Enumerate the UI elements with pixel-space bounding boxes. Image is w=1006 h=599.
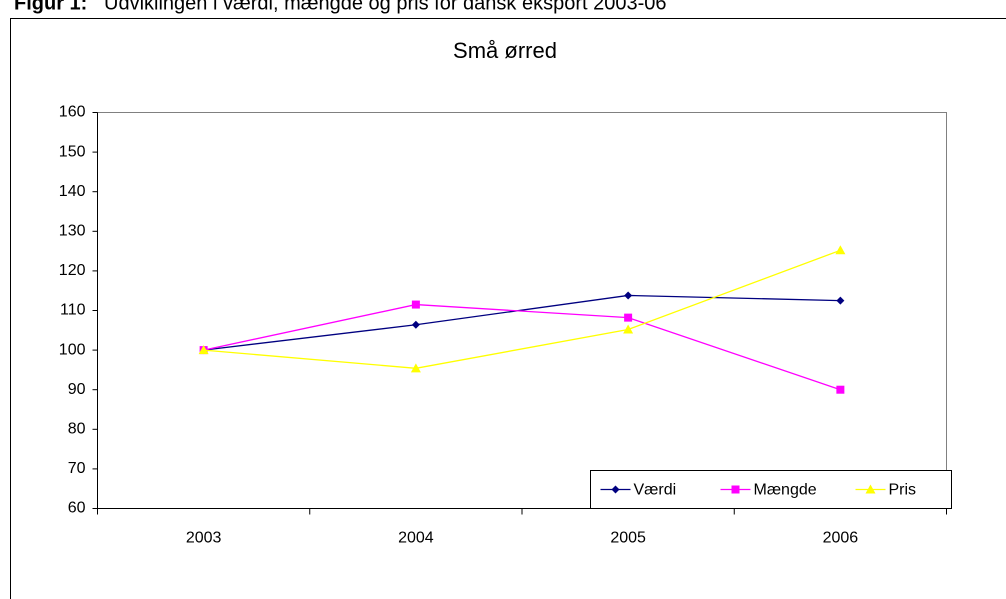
legend-label: Værdi: [634, 482, 677, 499]
legend-box: [590, 470, 952, 509]
y-tick-label: 130: [59, 223, 86, 240]
caption-text: Udviklingen i værdi, mængde og pris for …: [104, 0, 667, 14]
y-tick-label: 90: [68, 381, 86, 398]
y-tick-label: 70: [68, 460, 86, 477]
chart-title: Små ørred: [453, 38, 557, 63]
legend-label: Mængde: [754, 482, 817, 499]
y-tick-label: 150: [59, 143, 86, 160]
y-tick-label: 80: [68, 421, 86, 438]
data-point: [624, 313, 633, 322]
series-line: [203, 303, 841, 391]
legend-marker: [611, 485, 620, 494]
data-point: [624, 291, 633, 300]
x-tick-label: 2004: [398, 530, 434, 547]
data-point: [623, 324, 634, 334]
y-tick-label: 120: [59, 262, 86, 279]
data-point: [836, 385, 845, 394]
data-point: [410, 363, 421, 373]
x-tick-label: 2006: [823, 530, 859, 547]
data-point: [836, 296, 845, 305]
data-point: [411, 300, 420, 309]
x-tick-label: 2005: [610, 530, 646, 547]
y-tick-label: 140: [59, 183, 86, 200]
y-tick-label: 100: [59, 341, 86, 358]
series-line: [203, 249, 841, 369]
data-point: [411, 320, 420, 329]
y-tick-label: 60: [68, 500, 86, 517]
series-line: [203, 294, 841, 351]
data-point: [198, 345, 209, 355]
chart-border: [10, 18, 1006, 599]
y-tick-label: 160: [59, 104, 86, 121]
legend-label: Pris: [889, 482, 917, 499]
y-tick-label: 110: [60, 302, 86, 319]
caption-label: Figur 1:: [14, 0, 87, 14]
legend-marker: [865, 484, 876, 494]
legend-marker: [731, 485, 740, 494]
x-tick-label: 2003: [186, 530, 222, 547]
data-point: [835, 245, 846, 255]
